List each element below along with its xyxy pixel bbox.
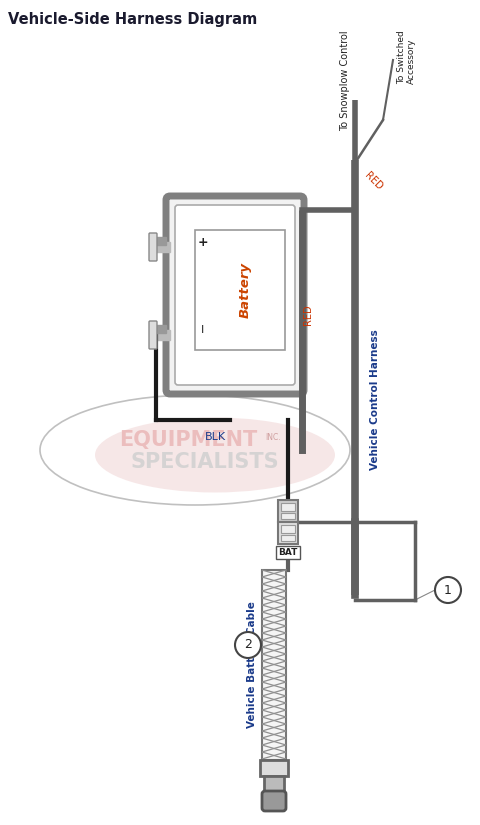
Bar (260, 760, 288, 776)
FancyBboxPatch shape (149, 321, 157, 349)
Bar (281, 535, 295, 541)
Bar (152, 330, 170, 340)
Bar (278, 522, 298, 544)
Text: 2: 2 (244, 639, 252, 652)
Text: Battery: Battery (239, 262, 252, 318)
Bar (276, 546, 300, 559)
Text: 1: 1 (444, 583, 452, 596)
FancyBboxPatch shape (175, 205, 295, 385)
Text: RED: RED (363, 170, 384, 191)
Text: To Snowplow Control: To Snowplow Control (340, 30, 350, 130)
Bar (278, 500, 298, 522)
Circle shape (235, 632, 261, 658)
Text: EQUIPMENT: EQUIPMENT (119, 430, 257, 450)
Text: +: + (198, 235, 208, 248)
Text: BAT: BAT (278, 548, 298, 557)
Text: I: I (202, 325, 204, 335)
Bar (195, 230, 285, 350)
Bar (156, 325, 166, 333)
Bar (281, 525, 295, 533)
Text: To Switched
Accessory: To Switched Accessory (397, 30, 416, 84)
FancyBboxPatch shape (166, 196, 304, 394)
Text: BLK: BLK (204, 432, 226, 442)
Circle shape (435, 577, 461, 603)
Bar (281, 503, 295, 511)
FancyBboxPatch shape (149, 233, 157, 261)
Bar (262, 570, 286, 760)
Text: Vehicle Control Harness: Vehicle Control Harness (370, 330, 380, 470)
Bar (281, 513, 295, 519)
Text: RED: RED (303, 304, 313, 325)
FancyBboxPatch shape (262, 791, 286, 811)
Bar (156, 237, 166, 245)
Text: Vehicle-Side Harness Diagram: Vehicle-Side Harness Diagram (8, 12, 257, 27)
Text: INC.: INC. (265, 433, 281, 442)
Bar (264, 776, 284, 794)
Ellipse shape (95, 417, 335, 493)
Text: SPECIALISTS: SPECIALISTS (131, 452, 279, 472)
Bar (152, 242, 170, 252)
Text: Vehicle Battery Cable: Vehicle Battery Cable (247, 601, 257, 728)
